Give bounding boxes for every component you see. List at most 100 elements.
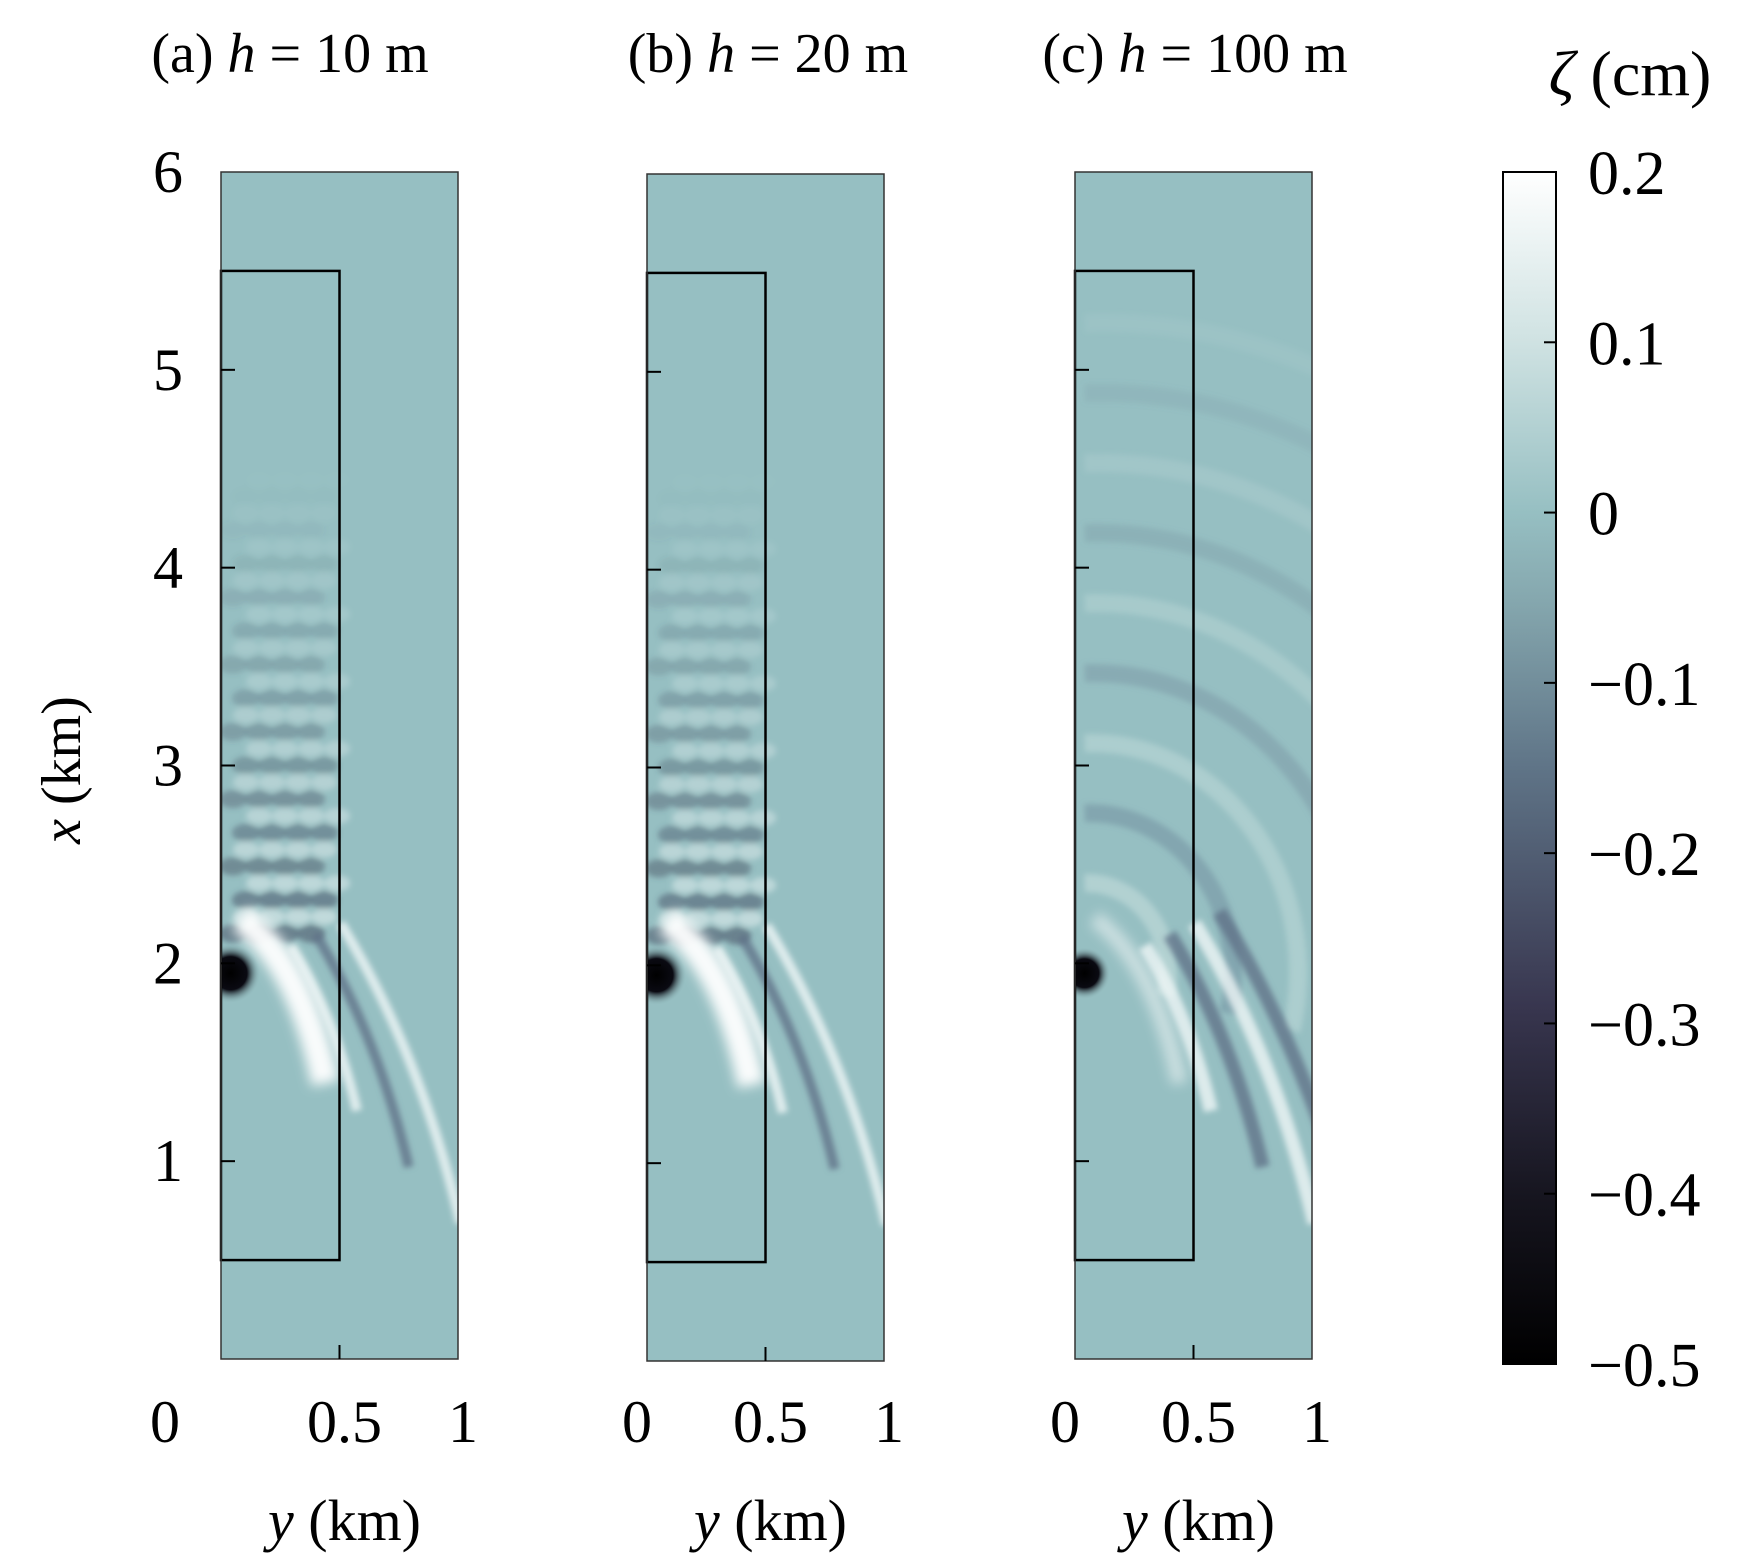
- colorbar-tick-label: −0.1: [1588, 651, 1700, 719]
- wave-trough: [270, 722, 299, 741]
- wave-trough: [257, 689, 286, 708]
- wave-crest: [750, 742, 777, 759]
- wave-trough: [257, 756, 286, 775]
- wave-trough: [683, 758, 712, 777]
- wave-crest: [724, 742, 751, 759]
- x-tick-label: 1: [448, 1389, 478, 1455]
- wave-trough: [310, 891, 339, 910]
- wave-crest: [671, 540, 698, 557]
- wave-crest: [285, 639, 312, 656]
- wave-trough: [683, 691, 712, 710]
- source-depression: [647, 945, 687, 1006]
- wake-arc: [1213, 908, 1312, 1122]
- wave-trough: [684, 489, 712, 507]
- wave-trough: [270, 588, 299, 607]
- wave-crest: [737, 507, 764, 524]
- wave-crest: [311, 841, 338, 858]
- y-tick-label: 6: [153, 139, 183, 205]
- wave-crest: [697, 608, 724, 625]
- wave-crest: [684, 507, 711, 524]
- wave-crest: [311, 908, 338, 925]
- wave-crest: [285, 774, 312, 791]
- x-tick-label: 1: [874, 1389, 904, 1455]
- wave-crest: [724, 474, 750, 490]
- wave-crest: [311, 707, 338, 724]
- y-axis-unit: (km): [31, 696, 93, 819]
- wave-crest: [697, 809, 724, 826]
- wave-trough: [736, 825, 765, 844]
- wave-trough: [310, 487, 338, 505]
- wave-trough: [696, 590, 725, 609]
- wave-trough: [270, 790, 299, 809]
- wave-crest: [737, 574, 764, 591]
- wave-trough: [284, 756, 313, 775]
- wave-crest: [285, 908, 312, 925]
- y-tick-label: 4: [153, 535, 183, 601]
- wave-crest: [724, 608, 751, 625]
- wave-trough: [270, 655, 299, 674]
- wave-trough: [710, 623, 739, 642]
- wave-crest: [298, 673, 325, 690]
- y-tick-label: 5: [153, 337, 183, 403]
- wave-trough: [244, 521, 273, 540]
- panel-title-suffix: = 100 m: [1147, 23, 1348, 85]
- wave-trough: [244, 655, 273, 674]
- wave-crest: [684, 641, 711, 658]
- wave-crest: [298, 875, 325, 892]
- wave-crest: [271, 538, 298, 555]
- y-tick-label: 3: [153, 733, 183, 799]
- wave-trough: [297, 521, 326, 540]
- wave-trough: [723, 724, 752, 743]
- wave-crest: [245, 673, 272, 690]
- wake-arcs: [286, 920, 458, 1225]
- wave-trough: [297, 722, 326, 741]
- wave-crest: [724, 877, 751, 894]
- panel-title-prefix: (b): [628, 23, 707, 85]
- x-tick-label: 0.5: [307, 1389, 382, 1455]
- wake-arc: [311, 931, 414, 1169]
- wave-trough: [736, 691, 765, 710]
- wave-front: [1084, 383, 1312, 453]
- wave-trough: [657, 691, 686, 710]
- wave-trough: [710, 825, 739, 844]
- wave-crest: [711, 709, 738, 726]
- source-depression: [1075, 947, 1111, 1000]
- y-tick-label: 1: [153, 1128, 183, 1194]
- x-axis-unit: (km): [720, 1488, 847, 1553]
- wave-crest: [750, 474, 776, 490]
- panel-a: (a) h = 10 m 0 0.5 1 y (km): [150, 23, 478, 1553]
- panel-title: (a) h = 10 m: [151, 23, 428, 85]
- wave-trough: [284, 823, 313, 842]
- wave-crest: [684, 709, 711, 726]
- wake-arcs: [712, 922, 884, 1227]
- x-axis-var: y: [689, 1488, 720, 1553]
- wave-trough: [696, 724, 725, 743]
- panel-title-suffix: = 10 m: [256, 23, 429, 85]
- wave-trough: [736, 893, 765, 912]
- wave-crest: [298, 606, 325, 623]
- wave-crest: [658, 843, 685, 860]
- panel-c: (c) h = 100 m 0 0.5 1 y (km): [1042, 23, 1348, 1553]
- wave-trough: [297, 588, 326, 607]
- wake-arc: [336, 920, 458, 1225]
- wave-crest: [232, 774, 259, 791]
- wave-front: [1084, 453, 1312, 532]
- wake-arcs: [1139, 908, 1312, 1225]
- wave-crest: [711, 843, 738, 860]
- wave-crest: [298, 807, 325, 824]
- panel-b: (b) h = 20 m 0 0.5 1 y (km): [622, 23, 908, 1553]
- wave-trough: [696, 657, 725, 676]
- wave-trough: [231, 621, 260, 640]
- wave-crest: [697, 742, 724, 759]
- wave-crest: [245, 606, 272, 623]
- wave-crest: [750, 608, 777, 625]
- wave-trough: [297, 655, 326, 674]
- wave-trough: [221, 521, 247, 540]
- wave-front: [1084, 734, 1308, 1033]
- x-axis-var: y: [1117, 1488, 1148, 1553]
- wave-trough: [736, 489, 764, 507]
- wave-crest: [258, 774, 285, 791]
- wave-trough: [710, 758, 739, 777]
- panel-title: (b) h = 20 m: [628, 23, 908, 85]
